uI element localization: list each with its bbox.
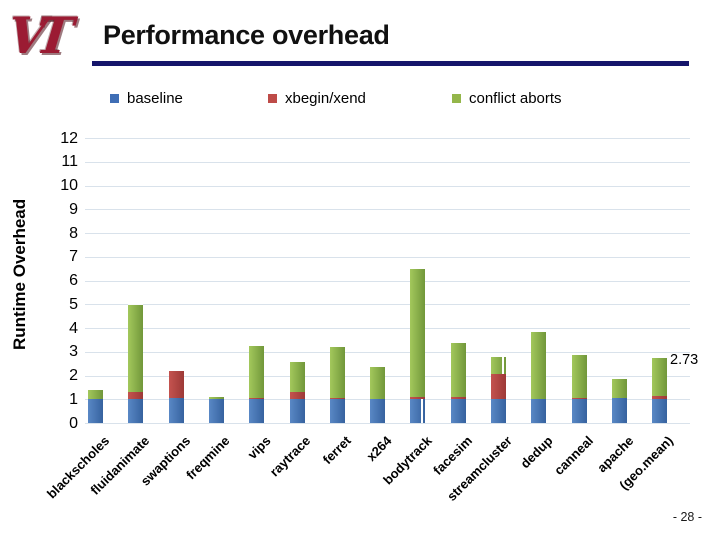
gridline bbox=[85, 256, 690, 258]
bar-blackscholes-conflict-aborts bbox=[88, 390, 103, 399]
bar-raytrace-conflict-aborts bbox=[289, 362, 305, 393]
y-tick-label: 9 bbox=[69, 200, 78, 218]
bar-apache-baseline bbox=[611, 398, 627, 423]
bar-x264-xbegin-xend bbox=[370, 398, 386, 400]
legend-item-xbegin-xend: xbegin/xend bbox=[268, 89, 366, 107]
y-tick-label: 8 bbox=[69, 224, 78, 242]
bar-bodytrack-xbegin-xend bbox=[410, 397, 426, 400]
bar-ferret-xbegin-xend bbox=[329, 398, 345, 400]
bar-blackscholes-xbegin-xend bbox=[88, 398, 103, 400]
bar-blackscholes-baseline bbox=[88, 399, 103, 423]
bar-split-artifact bbox=[501, 356, 504, 375]
y-tick-label: 11 bbox=[61, 153, 78, 171]
x-tick-label: x264 bbox=[363, 433, 395, 465]
legend-label: baseline bbox=[127, 89, 183, 107]
y-tick-label: 7 bbox=[69, 248, 78, 266]
bar-split-artifact bbox=[420, 399, 423, 423]
bar-vips-conflict-aborts bbox=[249, 345, 265, 399]
y-tick-label: 5 bbox=[69, 295, 78, 313]
bar-swaptions-xbegin-xend bbox=[168, 370, 184, 399]
bar-canneal-xbegin-xend bbox=[571, 398, 587, 400]
bar-dedup-baseline bbox=[531, 399, 547, 423]
gridline bbox=[85, 233, 690, 234]
bar-vips-baseline bbox=[249, 399, 265, 423]
y-tick-label: 4 bbox=[69, 319, 78, 337]
page-number: - 28 - bbox=[672, 510, 702, 524]
bar-canneal-conflict-aborts bbox=[571, 355, 587, 399]
bar-bodytrack-baseline bbox=[410, 399, 426, 423]
gridline bbox=[85, 351, 690, 353]
bar-facesim-baseline bbox=[450, 399, 466, 423]
gridline bbox=[85, 185, 690, 187]
bar-raytrace-xbegin-xend bbox=[289, 392, 305, 400]
y-tick-label: 12 bbox=[60, 129, 78, 147]
y-axis-title: Runtime Overhead bbox=[10, 198, 29, 350]
legend-swatch-icon bbox=[268, 93, 277, 103]
bar-raytrace-baseline bbox=[289, 399, 305, 423]
y-tick-label: 10 bbox=[60, 177, 78, 194]
geomean-value-label: 2.73 bbox=[670, 352, 699, 368]
y-tick-label: 2 bbox=[69, 367, 78, 384]
x-tick-label: ferret bbox=[319, 433, 354, 468]
x-tick-label: vips bbox=[244, 433, 274, 463]
x-tick-label: canneal bbox=[550, 433, 596, 478]
bar-vips-xbegin-xend bbox=[249, 398, 265, 400]
bar-freqmine-baseline bbox=[208, 399, 224, 423]
bar-freqmine-conflict-aborts bbox=[208, 397, 224, 399]
bar-facesim-conflict-aborts bbox=[450, 343, 466, 397]
bar-fluidanimate-baseline bbox=[128, 399, 144, 423]
legend-swatch-icon bbox=[452, 93, 461, 103]
y-tick-label: 3 bbox=[69, 343, 78, 361]
page-title: Performance overhead bbox=[103, 20, 390, 50]
bar-ferret-baseline bbox=[329, 399, 345, 423]
y-tick-label: 0 bbox=[69, 414, 78, 432]
legend-label: xbegin/xend bbox=[285, 89, 366, 107]
gridline bbox=[85, 138, 690, 139]
gridline bbox=[85, 328, 690, 329]
bar-dedup-conflict-aborts bbox=[531, 331, 547, 399]
bar-ferret-conflict-aborts bbox=[329, 347, 345, 399]
legend-label: conflict aborts bbox=[469, 89, 562, 107]
legend-item-conflict-aborts: conflict aborts bbox=[452, 89, 562, 107]
gridline bbox=[85, 161, 690, 163]
bar-x264-baseline bbox=[370, 399, 386, 423]
y-tick-label: 1 bbox=[69, 390, 78, 408]
x-tick-label: raytrace bbox=[267, 433, 314, 480]
bar-geomean-baseline bbox=[652, 399, 668, 423]
y-tick-label: 6 bbox=[69, 272, 78, 289]
bar-fluidanimate-conflict-aborts bbox=[128, 305, 144, 393]
bar-streamcluster-conflict-aborts bbox=[491, 356, 506, 375]
bar-geomean-xbegin-xend bbox=[652, 395, 668, 400]
bar-x264-conflict-aborts bbox=[370, 367, 386, 399]
x-tick-label: dedup bbox=[517, 433, 556, 472]
title-underline bbox=[92, 61, 689, 66]
bar-geomean-conflict-aborts bbox=[652, 358, 668, 396]
bar-facesim-xbegin-xend bbox=[450, 396, 466, 400]
gridline bbox=[85, 209, 690, 211]
bar-canneal-baseline bbox=[571, 399, 587, 423]
bar-apache-conflict-aborts bbox=[611, 379, 627, 399]
bar-fluidanimate-xbegin-xend bbox=[128, 392, 144, 400]
gridline bbox=[85, 423, 690, 424]
gridline bbox=[85, 399, 690, 401]
legend-item-baseline: baseline bbox=[110, 89, 183, 107]
bar-streamcluster-baseline bbox=[491, 399, 506, 423]
bar-streamcluster-xbegin-xend bbox=[491, 374, 506, 400]
gridline bbox=[85, 375, 690, 377]
gridline bbox=[85, 304, 690, 306]
legend-swatch-icon bbox=[110, 93, 119, 103]
bar-swaptions-baseline bbox=[168, 398, 184, 423]
bar-bodytrack-conflict-aborts bbox=[410, 269, 426, 398]
gridline bbox=[85, 280, 690, 282]
